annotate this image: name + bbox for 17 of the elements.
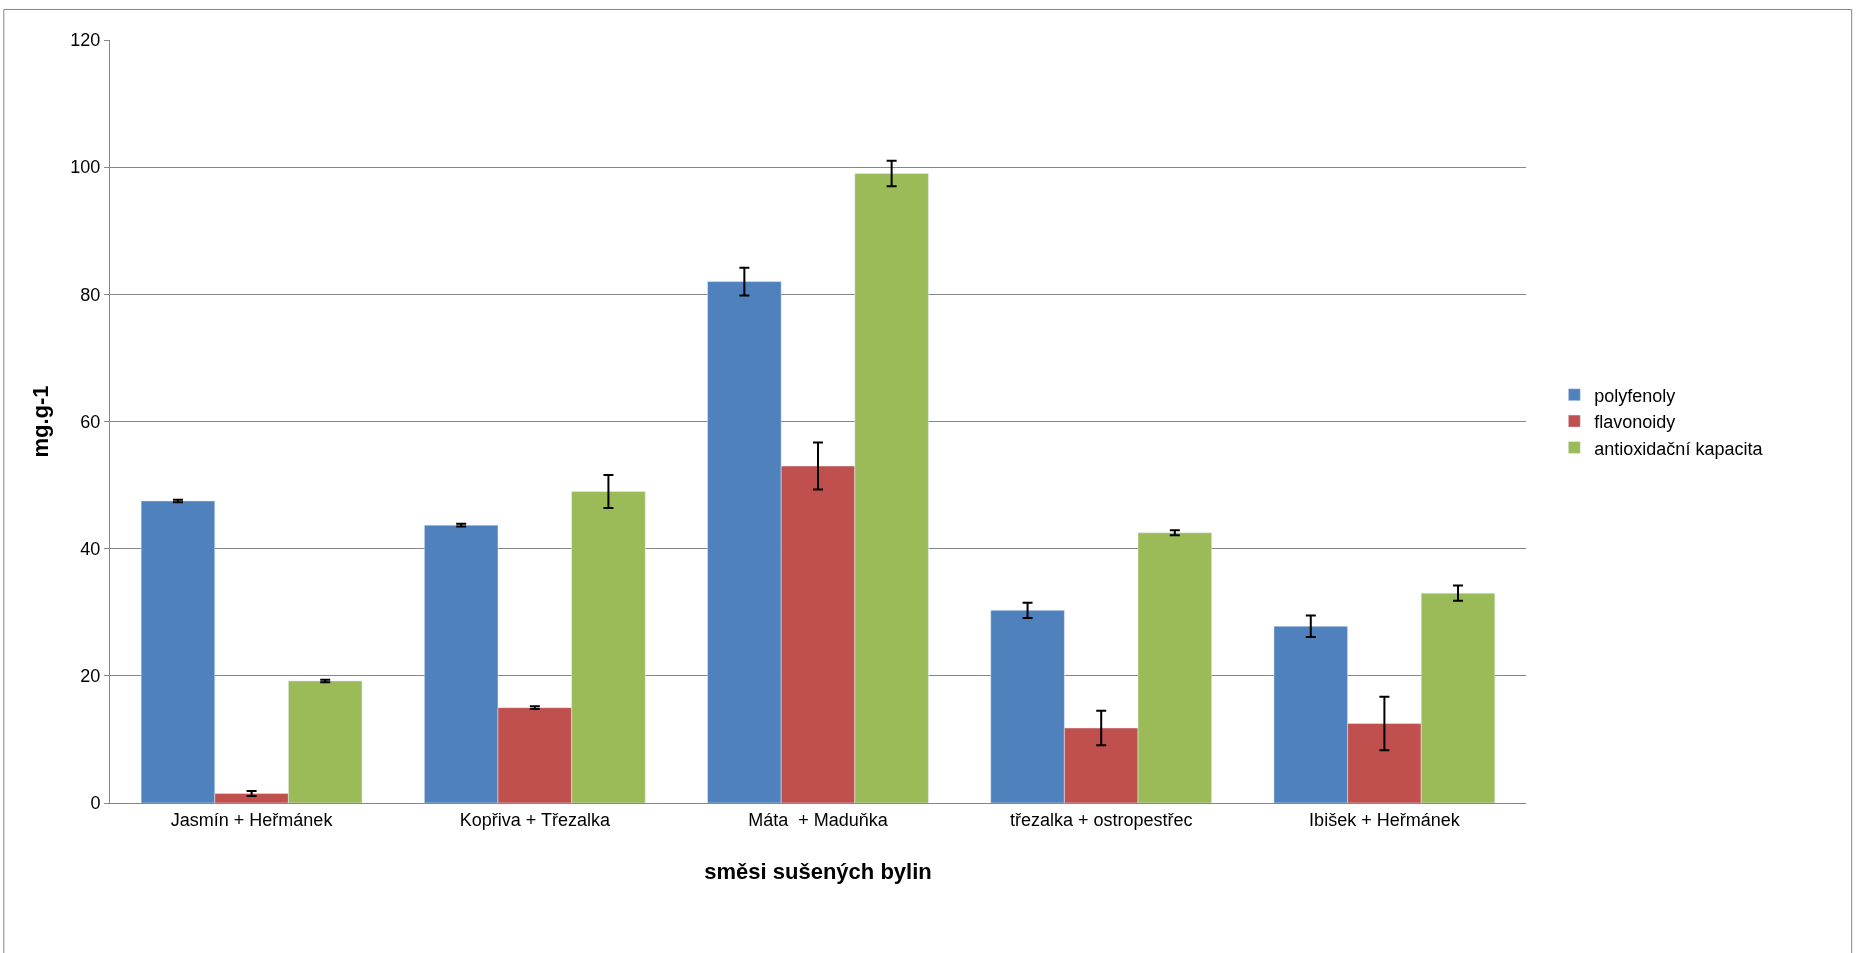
y-tick-label: 120 [70, 30, 101, 51]
y-tick-label: 60 [80, 411, 101, 432]
legend-label: polyfenoly [1594, 385, 1676, 406]
x-tick-label: Ibišek + Heřmánek [1309, 809, 1461, 830]
y-tick-label: 20 [80, 666, 101, 687]
y-tick-label: 0 [90, 793, 101, 814]
y-tick-label: 100 [70, 157, 101, 178]
legend-label: antioxidační kapacita [1594, 438, 1764, 459]
x-tick-label: Jasmín + Heřmánek [170, 809, 334, 830]
x-tick-label: třezalka + ostropestřec [1009, 809, 1193, 830]
y-axis-title: mg.g-1 [28, 385, 54, 458]
x-axis-title: směsi sušených bylin [704, 859, 932, 885]
y-tick-label: 80 [80, 284, 101, 305]
y-tick-label: 40 [80, 538, 101, 559]
x-tick-label: Kopřiva + Třezalka [459, 809, 611, 830]
x-tick-label: Máta + Maduňka [748, 809, 889, 830]
legend-label: flavonoidy [1594, 412, 1676, 433]
